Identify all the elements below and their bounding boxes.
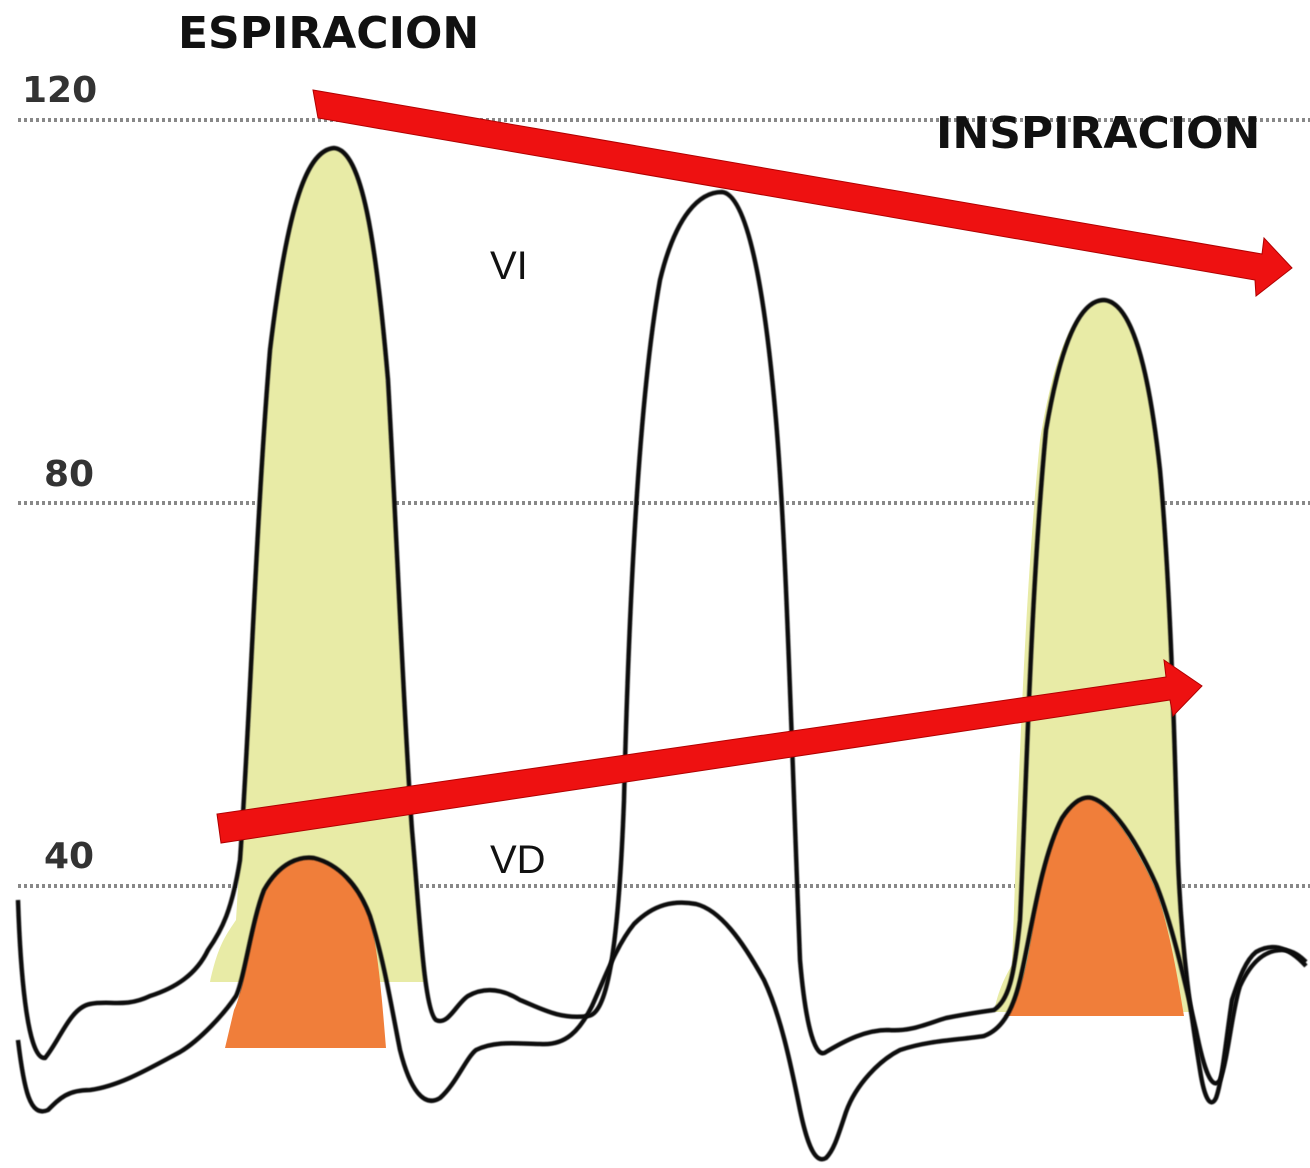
arrow-increasing-rv <box>216 658 1203 844</box>
y-tick-40: 40 <box>44 836 95 877</box>
expiration-label: ESPIRACION <box>178 8 480 59</box>
arrow-decreasing-lv <box>312 89 1293 297</box>
y-tick-80: 80 <box>44 454 95 495</box>
rv-pressure-area-beat-1 <box>225 856 386 1048</box>
inspiration-label: INSPIRACION <box>936 108 1261 159</box>
rv-label: VD <box>490 838 546 882</box>
lv-label: VI <box>490 244 528 288</box>
y-tick-120: 120 <box>22 70 98 111</box>
lv-pressure-area-beat-1 <box>210 148 424 982</box>
lv-pressure-trace <box>15 145 1308 1105</box>
rv-pressure-trace <box>15 795 1308 1162</box>
